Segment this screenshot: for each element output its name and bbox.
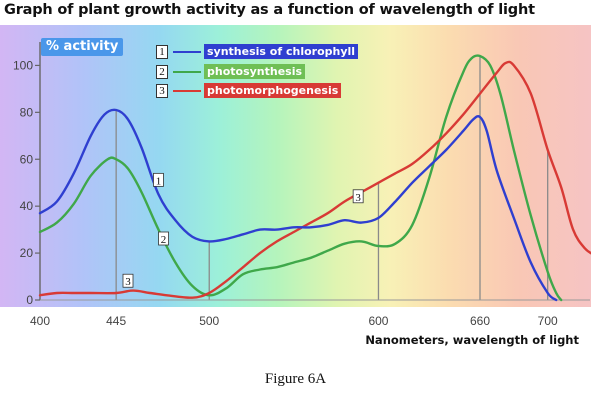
legend-label: photomorphogenesis bbox=[204, 83, 342, 98]
x-tick-label: 700 bbox=[538, 314, 558, 328]
curve-number-3: 3 bbox=[352, 189, 364, 204]
y-tick-label: 0 bbox=[26, 293, 33, 307]
x-axis-label: Nanometers, wavelength of light bbox=[365, 333, 579, 347]
curve-number-1: 1 bbox=[153, 172, 164, 187]
x-tick-label: 500 bbox=[199, 314, 219, 328]
y-axis-label: % activity bbox=[41, 38, 124, 56]
x-tick-label: 400 bbox=[30, 314, 50, 328]
y-tick-label: 80 bbox=[20, 105, 34, 119]
svg-text:3: 3 bbox=[125, 276, 131, 288]
legend-line bbox=[173, 90, 201, 92]
series-line-2 bbox=[38, 54, 563, 302]
series-line-1 bbox=[38, 108, 558, 302]
legend-line bbox=[173, 71, 201, 73]
legend-number: 2 bbox=[156, 65, 168, 79]
y-tick-label: 40 bbox=[20, 199, 34, 213]
chart-title: Graph of plant growth activity as a func… bbox=[4, 2, 535, 18]
legend-number: 1 bbox=[156, 45, 168, 59]
y-tick-label: 100 bbox=[13, 58, 33, 72]
x-tick-label: 660 bbox=[470, 314, 490, 328]
series-line-3 bbox=[38, 60, 591, 299]
curve-number-3: 3 bbox=[122, 273, 134, 288]
legend-label: photosynthesis bbox=[204, 64, 306, 79]
legend-number: 3 bbox=[156, 84, 168, 98]
y-tick-label: 60 bbox=[20, 152, 34, 166]
legend-line bbox=[173, 51, 201, 53]
svg-text:2: 2 bbox=[161, 234, 167, 246]
svg-text:1: 1 bbox=[156, 175, 162, 187]
y-tick-label: 20 bbox=[20, 246, 34, 260]
legend-label: synthesis of chlorophyll bbox=[204, 44, 359, 59]
x-tick-label: 445 bbox=[106, 314, 126, 328]
figure-caption: Figure 6A bbox=[264, 371, 327, 387]
x-tick-label: 600 bbox=[368, 314, 388, 328]
curve-number-2: 2 bbox=[158, 231, 169, 246]
svg-text:3: 3 bbox=[355, 192, 361, 204]
